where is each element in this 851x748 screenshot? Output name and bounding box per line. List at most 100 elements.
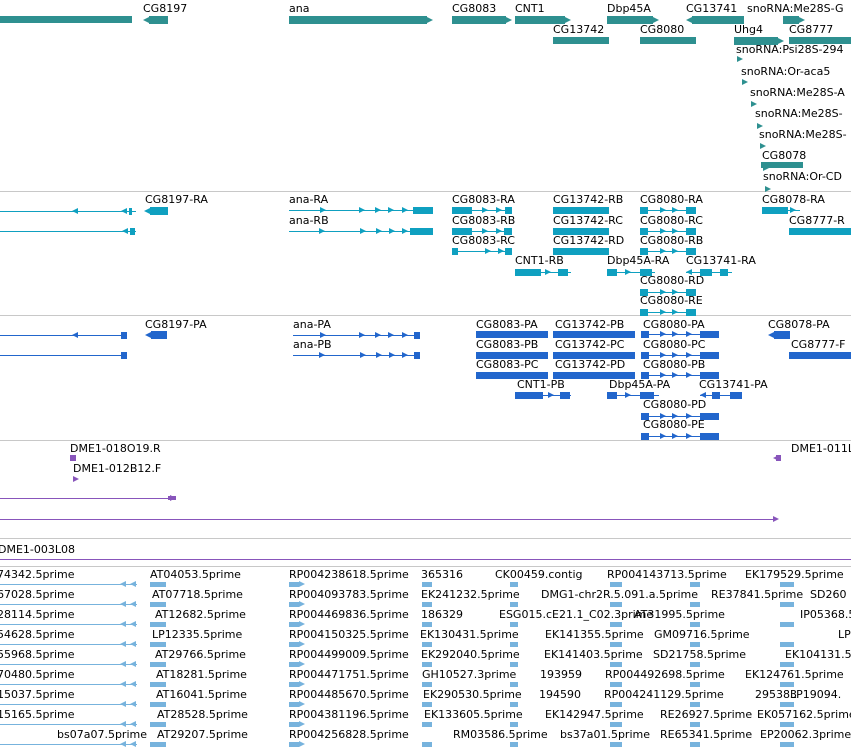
est-glyph[interactable] <box>289 642 299 647</box>
est-glyph[interactable] <box>510 642 518 647</box>
exon-box[interactable] <box>700 352 719 359</box>
est-glyph[interactable] <box>610 662 622 667</box>
exon-box[interactable] <box>452 228 472 235</box>
est-glyph[interactable] <box>690 702 700 707</box>
clone-glyph[interactable] <box>776 455 781 461</box>
est-glyph[interactable] <box>422 582 432 587</box>
exon-box[interactable] <box>686 248 696 255</box>
transcript-line[interactable] <box>641 355 719 356</box>
transcript-line[interactable] <box>641 334 719 335</box>
est-glyph[interactable] <box>690 642 700 647</box>
est-line[interactable] <box>0 664 137 665</box>
exon-box[interactable] <box>121 332 127 339</box>
est-glyph[interactable] <box>150 682 166 687</box>
clone-glyph[interactable] <box>70 455 76 461</box>
exon-box[interactable] <box>640 289 648 296</box>
exon-box[interactable] <box>414 332 420 339</box>
exon-box[interactable] <box>560 392 570 399</box>
clone-line[interactable] <box>0 559 851 560</box>
exon-box[interactable] <box>130 228 135 235</box>
gene-glyph[interactable] <box>761 162 803 168</box>
exon-box[interactable] <box>641 372 649 379</box>
exon-box[interactable] <box>505 248 512 255</box>
exon-box[interactable] <box>607 269 617 276</box>
exon-box[interactable] <box>640 309 648 316</box>
exon-box[interactable] <box>686 309 696 316</box>
transcript-line[interactable] <box>0 231 136 232</box>
est-glyph[interactable] <box>780 602 794 607</box>
clone-line[interactable] <box>0 498 170 499</box>
exon-box[interactable] <box>641 331 649 338</box>
est-glyph[interactable] <box>150 622 166 627</box>
transcript-line[interactable] <box>641 416 719 417</box>
exon-box[interactable] <box>640 269 652 276</box>
exon-box[interactable] <box>515 269 541 276</box>
exon-box[interactable] <box>700 413 719 420</box>
exon-box[interactable] <box>121 352 127 359</box>
exon-box[interactable] <box>641 413 649 420</box>
gene-glyph[interactable] <box>789 37 851 44</box>
est-glyph[interactable] <box>422 722 432 727</box>
exon-box[interactable] <box>686 228 696 235</box>
est-glyph[interactable] <box>289 602 299 607</box>
exon-box[interactable] <box>686 207 696 214</box>
est-glyph[interactable] <box>690 742 700 747</box>
exon-box[interactable] <box>553 207 609 214</box>
transcript-line[interactable] <box>0 335 127 336</box>
est-line[interactable] <box>0 604 137 605</box>
exon-box[interactable] <box>686 289 696 296</box>
exon-box[interactable] <box>414 352 420 359</box>
gene-glyph[interactable] <box>452 16 506 24</box>
est-glyph[interactable] <box>510 622 518 627</box>
exon-box[interactable] <box>789 228 851 235</box>
est-glyph[interactable] <box>150 602 166 607</box>
transcript-line[interactable] <box>452 251 512 252</box>
exon-box[interactable] <box>700 372 719 379</box>
est-glyph[interactable] <box>610 722 622 727</box>
est-line[interactable] <box>0 624 137 625</box>
est-glyph[interactable] <box>510 682 518 687</box>
exon-box[interactable] <box>452 207 472 214</box>
est-line[interactable] <box>0 684 137 685</box>
transcript-line[interactable] <box>641 436 719 437</box>
transcript-line[interactable] <box>0 355 127 356</box>
est-glyph[interactable] <box>610 682 622 687</box>
exon-box[interactable] <box>712 392 720 399</box>
est-glyph[interactable] <box>150 702 166 707</box>
exon-box[interactable] <box>700 331 719 338</box>
est-glyph[interactable] <box>610 642 622 647</box>
exon-box[interactable] <box>553 248 609 255</box>
est-glyph[interactable] <box>422 642 432 647</box>
transcript-line[interactable] <box>0 211 136 212</box>
exon-box[interactable] <box>410 228 433 235</box>
est-glyph[interactable] <box>780 702 794 707</box>
est-glyph[interactable] <box>690 662 700 667</box>
est-line[interactable] <box>0 584 137 585</box>
est-glyph[interactable] <box>289 722 299 727</box>
transcript-line[interactable] <box>640 251 696 252</box>
est-glyph[interactable] <box>780 722 794 727</box>
est-glyph[interactable] <box>422 682 432 687</box>
est-glyph[interactable] <box>289 742 299 747</box>
transcript-line[interactable] <box>293 355 420 356</box>
gene-glyph[interactable] <box>553 37 609 44</box>
est-glyph[interactable] <box>150 582 166 587</box>
exon-box[interactable] <box>730 392 742 399</box>
gene-glyph[interactable] <box>734 37 778 45</box>
est-glyph[interactable] <box>610 602 622 607</box>
gene-glyph[interactable] <box>289 16 427 24</box>
est-glyph[interactable] <box>690 622 700 627</box>
gene-glyph[interactable] <box>0 16 132 23</box>
gene-glyph[interactable] <box>151 331 167 339</box>
exon-box[interactable] <box>553 228 609 235</box>
exon-box[interactable] <box>553 331 635 338</box>
transcript-line[interactable] <box>293 335 420 336</box>
est-glyph[interactable] <box>422 602 432 607</box>
est-glyph[interactable] <box>150 722 166 727</box>
exon-box[interactable] <box>476 352 548 359</box>
est-glyph[interactable] <box>422 662 432 667</box>
exon-box[interactable] <box>558 269 568 276</box>
exon-box[interactable] <box>553 352 635 359</box>
exon-box[interactable] <box>640 207 648 214</box>
exon-box[interactable] <box>641 433 649 440</box>
